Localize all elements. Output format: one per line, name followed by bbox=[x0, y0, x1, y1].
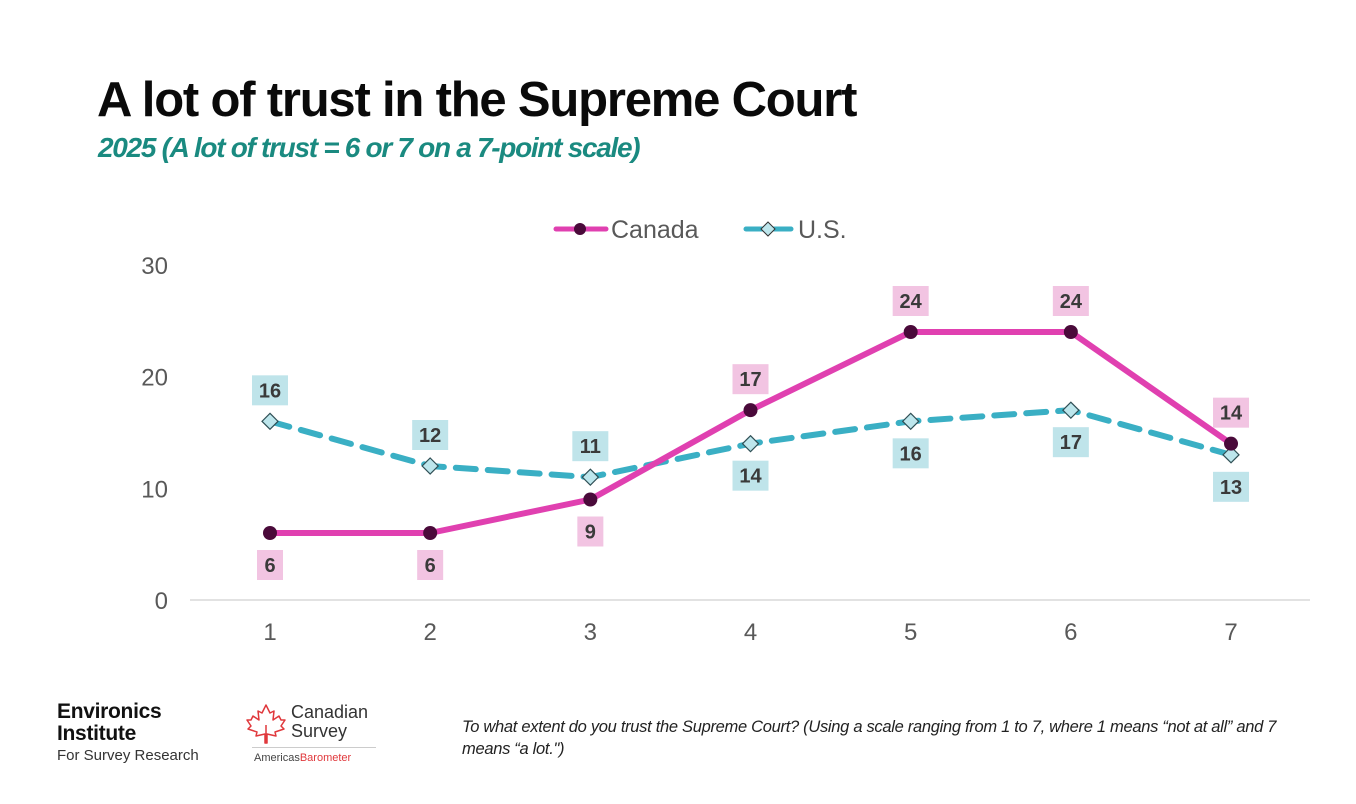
data-label-value: 17 bbox=[1060, 432, 1082, 454]
us-data-point bbox=[901, 412, 920, 431]
canadian-survey-line1: Canadian bbox=[291, 702, 369, 722]
canadian-survey-line2: Survey bbox=[291, 721, 348, 741]
data-label-background bbox=[572, 431, 609, 462]
us-data-point bbox=[1062, 401, 1080, 420]
y-tick-label: 30 bbox=[141, 253, 168, 280]
y-axis: 0 10 20 30 bbox=[141, 253, 168, 615]
us-data-label: 17 bbox=[1052, 427, 1089, 458]
data-labels: 16 12 11 14 16 17 13 6 6 9 17 24 24 14 bbox=[252, 286, 1250, 580]
legend-item-us: U.S. bbox=[743, 216, 847, 244]
x-tick-label: 4 bbox=[744, 619, 757, 646]
logo-divider bbox=[252, 747, 376, 748]
data-label-background bbox=[1213, 471, 1250, 502]
data-label-background bbox=[1213, 397, 1250, 428]
us-data-label: 13 bbox=[1213, 471, 1250, 502]
chart-title: A lot of trust in the Supreme Court bbox=[97, 73, 857, 127]
canada-data-label: 24 bbox=[1052, 286, 1089, 316]
canada-data-label: 14 bbox=[1213, 397, 1250, 428]
environics-institute-logo: Environics Institute For Survey Research bbox=[57, 700, 199, 765]
canada-data-label: 9 bbox=[577, 516, 604, 547]
data-label-background bbox=[1052, 427, 1089, 458]
barometer-text: Barometer bbox=[299, 752, 352, 764]
data-label-value: 14 bbox=[739, 466, 762, 488]
data-label-background bbox=[892, 438, 929, 469]
canada-data-label: 24 bbox=[892, 286, 929, 316]
x-axis: 1 2 3 4 5 6 7 bbox=[263, 619, 1237, 646]
us-data-label: 14 bbox=[732, 460, 769, 491]
canada-data-point bbox=[743, 403, 758, 418]
canada-data-point bbox=[1224, 436, 1239, 451]
x-tick-label: 5 bbox=[904, 619, 917, 646]
canada-data-label: 6 bbox=[417, 550, 444, 580]
canada-data-point bbox=[263, 526, 277, 540]
data-label-background bbox=[892, 286, 929, 316]
x-tick-label: 7 bbox=[1224, 619, 1237, 646]
data-label-background bbox=[412, 420, 449, 450]
chart-subtitle: 2025 (A lot of trust = 6 or 7 on a 7-poi… bbox=[98, 132, 641, 163]
us-data-point bbox=[1222, 445, 1240, 464]
canadian-survey-name: Canadian Survey bbox=[291, 703, 368, 741]
data-label-value: 12 bbox=[419, 425, 441, 447]
maple-leaf-icon bbox=[246, 704, 286, 744]
legend-item-canada: Canada bbox=[553, 216, 699, 244]
y-tick-label: 0 bbox=[155, 588, 168, 615]
canada-data-point bbox=[423, 526, 438, 540]
data-label-value: 11 bbox=[580, 436, 601, 458]
us-data-label: 16 bbox=[252, 375, 288, 406]
x-tick-label: 1 bbox=[263, 619, 276, 646]
data-label-value: 6 bbox=[425, 555, 436, 577]
environics-logo-tagline: For Survey Research bbox=[57, 747, 199, 764]
x-tick-label: 2 bbox=[423, 619, 436, 646]
environics-logo-line2: Institute bbox=[57, 722, 136, 745]
americas-text: Americas bbox=[254, 752, 300, 764]
canada-data-point bbox=[1063, 325, 1078, 339]
us-data-point bbox=[741, 434, 760, 453]
legend-us-marker bbox=[760, 221, 776, 237]
us-data-point bbox=[261, 412, 279, 431]
data-label-value: 24 bbox=[900, 291, 923, 313]
us-data-label: 11 bbox=[572, 431, 609, 462]
us-data-point bbox=[421, 457, 440, 475]
canada-data-point bbox=[583, 492, 598, 507]
y-tick-label: 20 bbox=[141, 365, 168, 392]
data-label-background bbox=[577, 516, 604, 547]
data-label-background bbox=[732, 364, 769, 395]
data-label-value: 24 bbox=[1060, 291, 1083, 313]
data-label-background bbox=[252, 375, 288, 406]
us-data-point bbox=[581, 468, 600, 487]
legend-canada-marker bbox=[574, 223, 586, 235]
us-data-label: 16 bbox=[892, 438, 929, 469]
data-label-value: 16 bbox=[900, 443, 922, 465]
canada-data-label: 6 bbox=[257, 550, 283, 580]
data-label-background bbox=[732, 460, 769, 491]
data-label-value: 13 bbox=[1220, 477, 1242, 499]
legend: Canada U.S. bbox=[553, 216, 847, 244]
canada-data-label: 17 bbox=[732, 364, 769, 395]
data-label-value: 6 bbox=[264, 555, 275, 577]
data-label-value: 9 bbox=[585, 522, 596, 544]
data-label-value: 16 bbox=[259, 380, 281, 402]
data-label-value: 17 bbox=[739, 369, 761, 391]
legend-canada-label: Canada bbox=[611, 216, 699, 244]
survey-question-note: To what extent do you trust the Supreme … bbox=[462, 718, 1277, 758]
data-label-background bbox=[257, 550, 283, 580]
data-label-background bbox=[1052, 286, 1089, 316]
x-tick-label: 3 bbox=[584, 619, 597, 646]
us-data-label: 12 bbox=[412, 420, 449, 450]
canada-data-point bbox=[903, 325, 918, 339]
x-tick-label: 6 bbox=[1064, 619, 1077, 646]
data-label-background bbox=[417, 550, 444, 580]
americas-barometer-label: AmericasBarometer bbox=[254, 752, 351, 764]
series-markers bbox=[261, 325, 1240, 540]
legend-us-label: U.S. bbox=[798, 216, 847, 244]
y-tick-label: 10 bbox=[141, 476, 168, 503]
data-label-value: 14 bbox=[1220, 403, 1243, 425]
environics-logo-line1: Environics bbox=[57, 700, 162, 723]
